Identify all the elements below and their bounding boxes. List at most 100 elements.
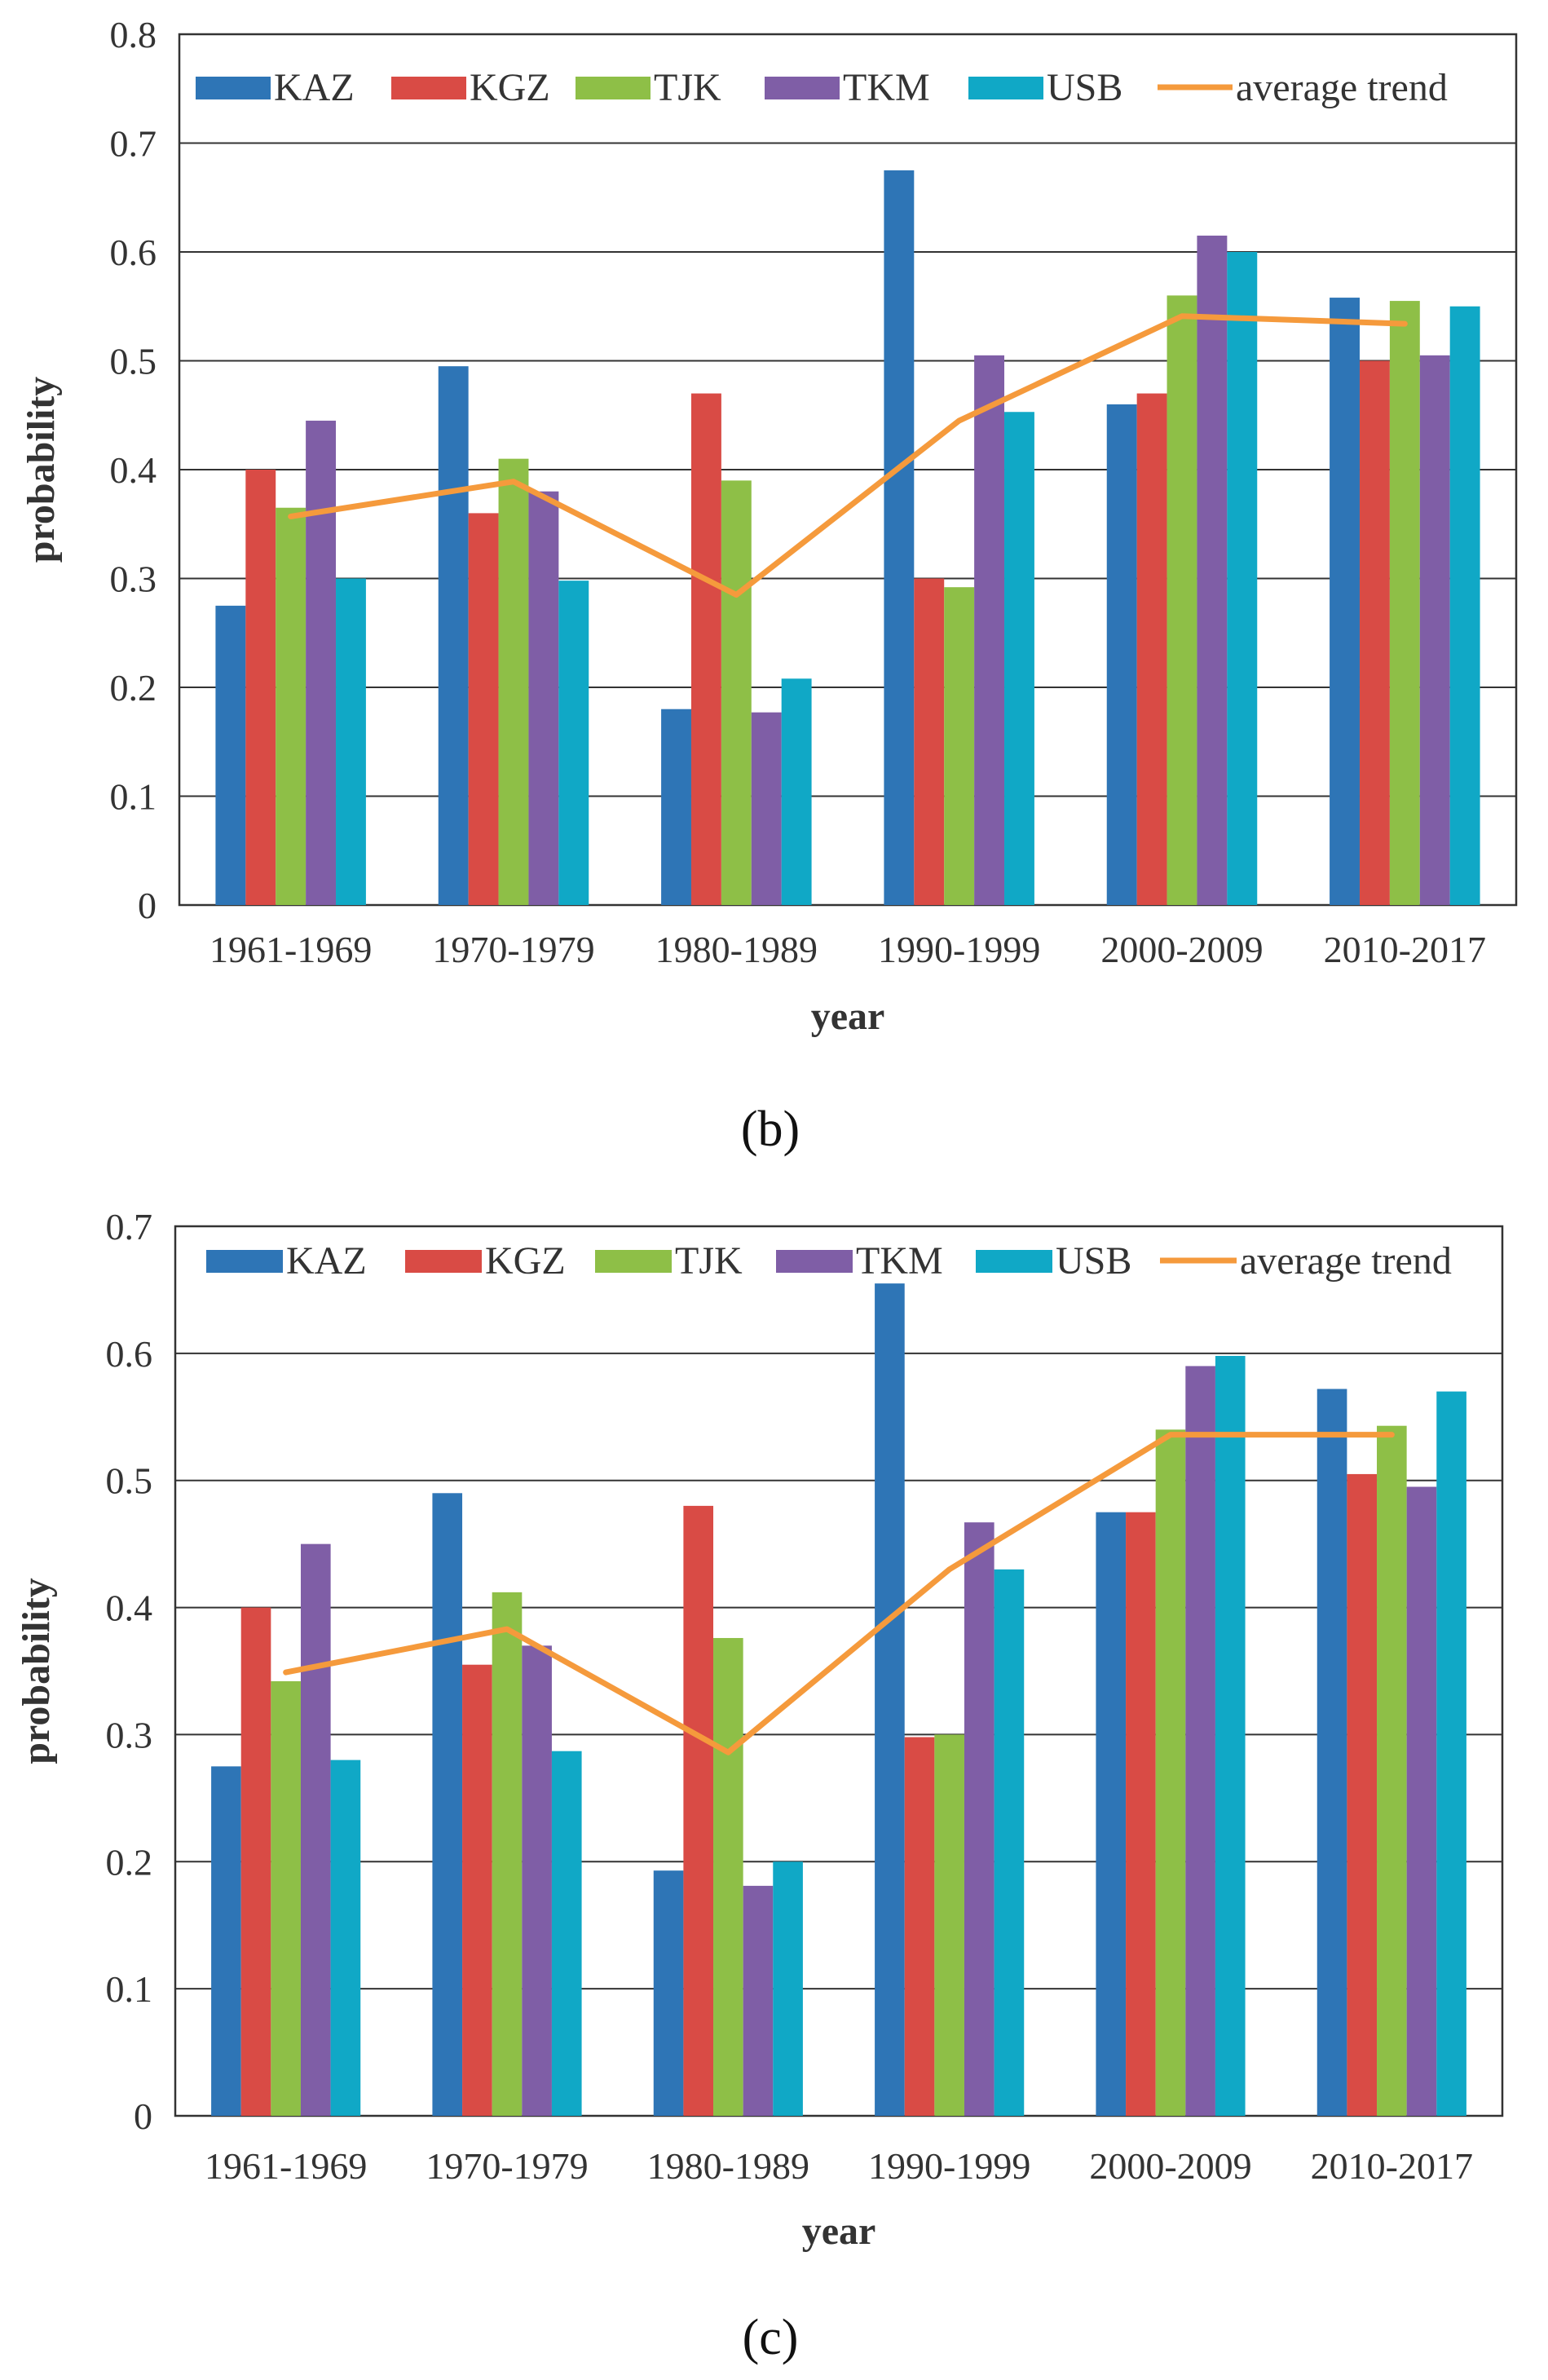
panel-b-legend-swatch-usb (968, 77, 1043, 99)
panel-b-legend-label-kgz: KGZ (470, 66, 550, 109)
panel-b-xtick-label: 1961-1969 (209, 929, 372, 970)
panel-c-bar-kaz-2010-2017 (1316, 1389, 1347, 2116)
panel-b-bar-kaz-1961-1969 (215, 605, 246, 905)
panel-b-ytick-label: 0.8 (110, 14, 157, 55)
panel-b-legend-label-tjk: TJK (654, 66, 721, 109)
panel-c-bar-usb-2010-2017 (1436, 1391, 1466, 2116)
panel-b-bar-kgz-1980-1989 (690, 393, 721, 905)
panel-b-ytick-label: 0.4 (110, 449, 157, 491)
panel-c-bar-kgz-1990-1999 (904, 1737, 935, 2116)
panel-c-legend-label-usb: USB (1056, 1239, 1131, 1283)
panel-b-bar-kgz-2010-2017 (1359, 360, 1390, 905)
panel-b-xtick-label: 1980-1989 (655, 929, 818, 970)
panel-c-legend: KAZ KGZ TJK TKM USB average trend (206, 1239, 1452, 1283)
panel-c-legend-label-kaz: KAZ (286, 1239, 367, 1283)
panel-b-bar-tkm-2010-2017 (1419, 355, 1450, 905)
panel-b-bar-tjk-1990-1999 (944, 587, 975, 905)
panel-b-bar-kgz-1961-1969 (245, 470, 276, 905)
panel-c-legend-swatch-tkm (776, 1250, 853, 1273)
panel-c-bar-kaz-1961-1969 (211, 1766, 241, 2116)
panel-b-bar-tjk-2000-2009 (1167, 295, 1197, 905)
panel-b-bar-usb-1980-1989 (781, 678, 812, 905)
panel-c-legend-label-tkm: TKM (856, 1239, 943, 1283)
chart-panel-c: 0 0.1 0.2 0.3 0.4 0.5 0.6 0.7 1961-1969 1970-1979… (15, 1206, 1504, 2253)
panel-b-legend-label-tkm: TKM (843, 66, 930, 109)
panel-c-legend-swatch-tjk (595, 1250, 672, 1273)
panel-b-bar-kaz-1980-1989 (661, 709, 691, 905)
panel-c-bar-kaz-1990-1999 (875, 1283, 905, 2116)
panel-b-bar-usb-1990-1999 (1004, 412, 1034, 905)
panel-b-bar-tkm-1980-1989 (751, 712, 782, 905)
panel-b-legend-swatch-kgz (391, 77, 466, 99)
panel-b-bar-tkm-2000-2009 (1197, 235, 1228, 906)
panel-b-legend-swatch-kaz (196, 77, 271, 99)
panel-c-legend-label-kgz: KGZ (485, 1239, 566, 1283)
panel-c-bar-tkm-2010-2017 (1406, 1486, 1437, 2116)
panel-c-bar-kgz-1961-1969 (240, 1607, 271, 2116)
panel-c-bar-kgz-2010-2017 (1347, 1473, 1378, 2116)
panel-c-ytick-label: 0.6 (106, 1333, 153, 1375)
panel-b-plot-frame (178, 33, 1518, 907)
panel-b-ytick-label: 0.2 (110, 667, 157, 709)
panel-b-xtick-label: 2010-2017 (1324, 929, 1486, 970)
panel-b-bar-kaz-1990-1999 (884, 170, 915, 905)
panel-b-ytick-label: 0.7 (110, 123, 157, 165)
panel-b-xtick-label: 2000-2009 (1100, 929, 1263, 970)
panel-c-legend-label-average-trend: average trend (1240, 1239, 1452, 1283)
panel-b-ytick-label: 0.5 (110, 341, 157, 382)
panel-c-bar-tkm-1990-1999 (964, 1522, 995, 2116)
panel-b-ytick-label: 0 (138, 885, 157, 926)
panel-c-legend-label-tjk: TJK (675, 1239, 743, 1283)
panel-c-ytick-label: 0.7 (106, 1206, 153, 1247)
panel-c-bar-tjk-1961-1969 (271, 1680, 301, 2116)
panel-c-bar-kaz-1970-1979 (432, 1493, 463, 2116)
panel-b-bar-usb-1961-1969 (336, 578, 366, 905)
panel-c-legend-swatch-usb (976, 1250, 1052, 1273)
panel-c-xtick-label: 2000-2009 (1089, 2145, 1251, 2187)
panel-b-ytick-label: 0.1 (110, 776, 157, 818)
panel-c-ytick-label: 0.1 (106, 1968, 153, 2010)
panel-b-bar-kaz-2010-2017 (1330, 298, 1360, 905)
panel-c-bar-kaz-1980-1989 (653, 1870, 684, 2116)
panel-c-ytick-label: 0 (134, 2095, 152, 2137)
panel-b-bar-tjk-2010-2017 (1389, 301, 1420, 905)
panel-c-bar-tkm-1970-1979 (522, 1645, 552, 2116)
panel-b-x-axis-title: year (811, 995, 885, 1038)
panel-c-bar-tjk-2010-2017 (1377, 1425, 1407, 2116)
panel-c-plot-frame (174, 1225, 1504, 2117)
panel-c-bar-tkm-1961-1969 (300, 1543, 331, 2116)
panel-b-bar-tkm-1990-1999 (974, 355, 1005, 905)
panel-b-bar-tjk-1980-1989 (721, 480, 752, 905)
panel-b-bar-kaz-2000-2009 (1106, 404, 1137, 905)
panel-c-bar-tkm-1980-1989 (743, 1885, 774, 2116)
panel-c-legend-swatch-kgz (405, 1250, 482, 1273)
panel-b-y-axis-title: probability (20, 377, 63, 563)
panel-c-xtick-label: 2010-2017 (1311, 2145, 1473, 2187)
panel-b-bar-tjk-1961-1969 (276, 507, 307, 905)
chart-panel-b: 0 0.1 0.2 0.3 0.4 0.5 0.6 0.7 0.8 1961-1969 1970-1… (20, 14, 1518, 1038)
panel-b-xtick-label: 1990-1999 (878, 929, 1040, 970)
panel-c-bar-usb-1980-1989 (773, 1861, 803, 2116)
panel-c-xtick-label: 1980-1989 (647, 2145, 809, 2187)
panel-b-ytick-label: 0.6 (110, 232, 157, 273)
panel-b-bar-usb-1970-1979 (558, 581, 589, 905)
panel-b-legend-label-usb: USB (1047, 66, 1122, 109)
panel-c-y-axis-title: probability (15, 1578, 58, 1764)
panel-c-legend-swatch-kaz (206, 1250, 283, 1273)
panel-label-c: (c) (743, 2310, 799, 2365)
panel-b-legend-label-kaz: KAZ (274, 66, 355, 109)
panel-b-legend-label-average-trend: average trend (1236, 66, 1448, 109)
panel-b-bar-tkm-1961-1969 (306, 420, 337, 905)
panel-c-average-trend-line (283, 1432, 1395, 1755)
panel-c-bar-tjk-1990-1999 (934, 1734, 964, 2116)
panel-c-bar-tjk-1970-1979 (492, 1592, 523, 2116)
panel-b-xtick-label: 1970-1979 (432, 929, 594, 970)
panel-c-bar-tjk-1980-1989 (713, 1637, 743, 2116)
panel-b-bar-kgz-1970-1979 (468, 513, 499, 905)
panel-c-ytick-label: 0.5 (106, 1460, 153, 1502)
panel-c-ytick-label: 0.4 (106, 1587, 153, 1629)
panel-label-b: (b) (741, 1102, 800, 1157)
panel-b-legend-swatch-tjk (576, 77, 651, 99)
panel-c-bar-usb-1961-1969 (330, 1760, 361, 2116)
